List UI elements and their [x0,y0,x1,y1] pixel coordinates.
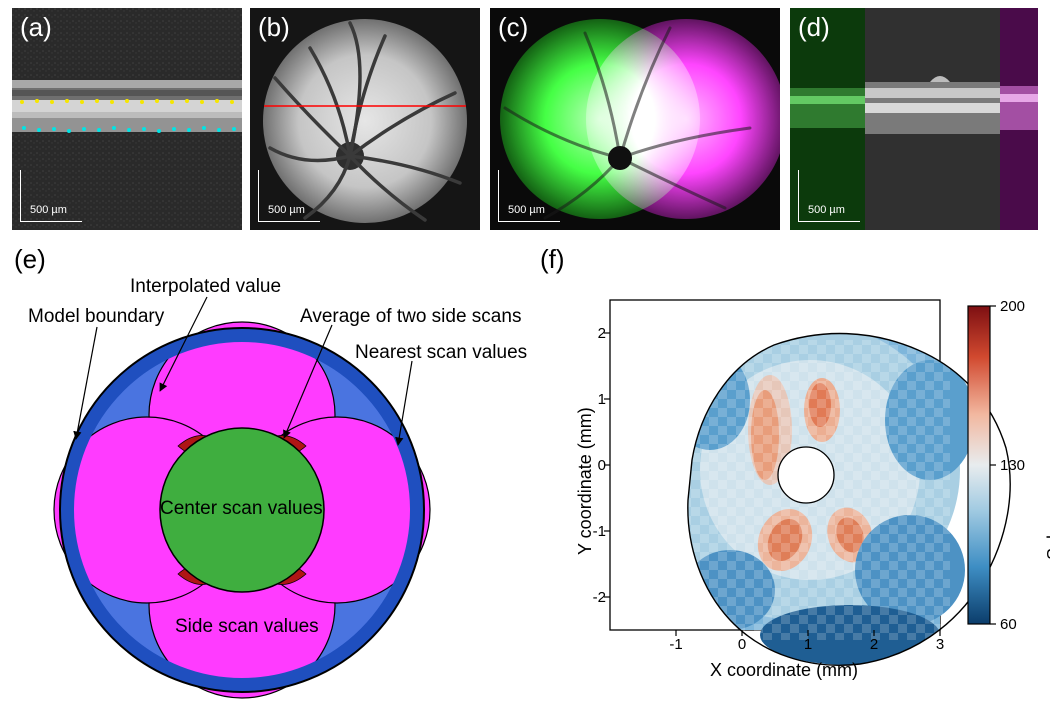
yt-5: 2 [590,325,606,342]
panel-d-label: (d) [798,12,830,43]
clabel: Sclera Thickness (µm) [1044,479,1050,560]
ct-mid: 130 [1000,457,1025,474]
panel-c-scalebar: 500 µm [498,170,560,222]
colorbar [968,306,990,624]
panel-b: (b) 500 µm [250,8,480,230]
panel-a: (a) 500 µm [12,8,242,230]
panel-b-scalebar: 500 µm [258,170,320,222]
panel-c-label: (c) [498,12,528,43]
figure-root: (a) 500 µm [0,0,1050,707]
xt-1: -1 [666,636,686,653]
yt-4: 1 [590,391,606,408]
xt-4: 2 [867,636,881,653]
panel-f-label: (f) [540,244,565,275]
xt-2: 0 [735,636,749,653]
xlabel: X coordinate (mm) [710,660,858,681]
panel-d-scalebar: 500 µm [798,170,860,222]
ct-bot: 60 [1000,616,1017,633]
panel-d: (d) 500 µm [790,8,1038,230]
panel-e-label: (e) [14,244,46,275]
inlabel-side: Side scan values [175,616,319,638]
panel-a-label: (a) [20,12,52,43]
xt-5: 3 [933,636,947,653]
ct-top: 200 [1000,298,1025,315]
inlabel-center: Center scan values [160,498,323,520]
panel-a-scalebar: 500 µm [20,170,82,222]
xt-3: 1 [801,636,815,653]
panel-c: (c) 500 µm [490,8,780,230]
panel-b-label: (b) [258,12,290,43]
chart-f-svg [540,278,1050,698]
ylabel: Y coordinate (mm) [575,407,596,555]
yt-1: -2 [584,589,606,606]
